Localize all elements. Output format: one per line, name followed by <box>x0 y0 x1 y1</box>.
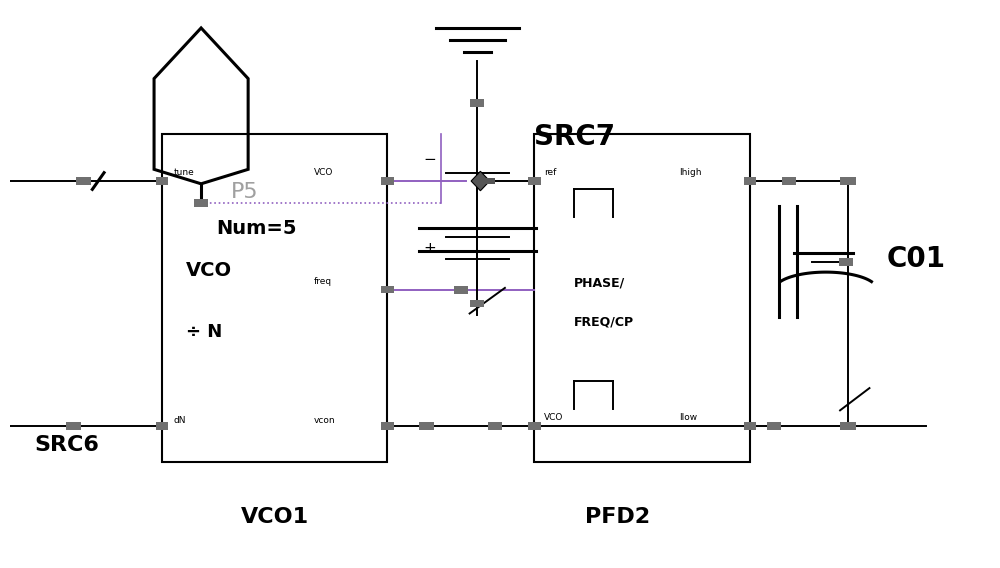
Text: freq: freq <box>314 277 332 286</box>
Text: −: − <box>424 152 436 168</box>
Bar <box>76 177 91 185</box>
Text: VCO: VCO <box>186 261 233 279</box>
Text: Ihigh: Ihigh <box>679 169 702 177</box>
Bar <box>156 177 168 185</box>
Text: SRC7: SRC7 <box>534 123 615 151</box>
Text: PFD2: PFD2 <box>585 507 650 527</box>
Text: dN: dN <box>174 416 186 425</box>
Bar <box>454 286 468 294</box>
Bar <box>381 286 394 293</box>
Bar <box>381 423 394 429</box>
Text: PHASE/: PHASE/ <box>574 277 625 290</box>
Bar <box>744 177 756 185</box>
Text: +: + <box>424 241 436 256</box>
Bar <box>470 99 484 107</box>
Text: SRC6: SRC6 <box>34 435 99 455</box>
Bar <box>156 423 168 429</box>
Bar <box>528 177 541 185</box>
Bar <box>839 258 853 266</box>
Bar <box>381 177 394 185</box>
Bar <box>840 421 856 431</box>
Bar <box>528 423 541 429</box>
Bar <box>484 178 495 184</box>
Bar <box>534 133 750 462</box>
Text: Ilow: Ilow <box>679 414 697 423</box>
Text: P5: P5 <box>230 182 258 202</box>
Text: tune: tune <box>174 169 194 177</box>
Bar <box>419 422 434 430</box>
Bar <box>66 421 81 431</box>
Bar <box>488 422 502 430</box>
Text: ref: ref <box>544 169 556 177</box>
Polygon shape <box>471 172 490 191</box>
Text: VCO: VCO <box>314 169 333 177</box>
Bar <box>767 422 781 430</box>
Bar <box>470 299 484 307</box>
Bar <box>782 177 796 185</box>
Text: VCO1: VCO1 <box>241 507 309 527</box>
Text: FREQ/CP: FREQ/CP <box>574 316 634 329</box>
Bar <box>194 199 208 207</box>
Text: ÷ N: ÷ N <box>186 323 223 341</box>
Text: Num=5: Num=5 <box>216 219 296 238</box>
Text: C01: C01 <box>887 245 946 273</box>
Text: VCO: VCO <box>544 414 563 423</box>
Bar <box>840 177 856 185</box>
Bar <box>744 423 756 429</box>
Bar <box>162 133 387 462</box>
Text: vcon: vcon <box>314 416 335 425</box>
